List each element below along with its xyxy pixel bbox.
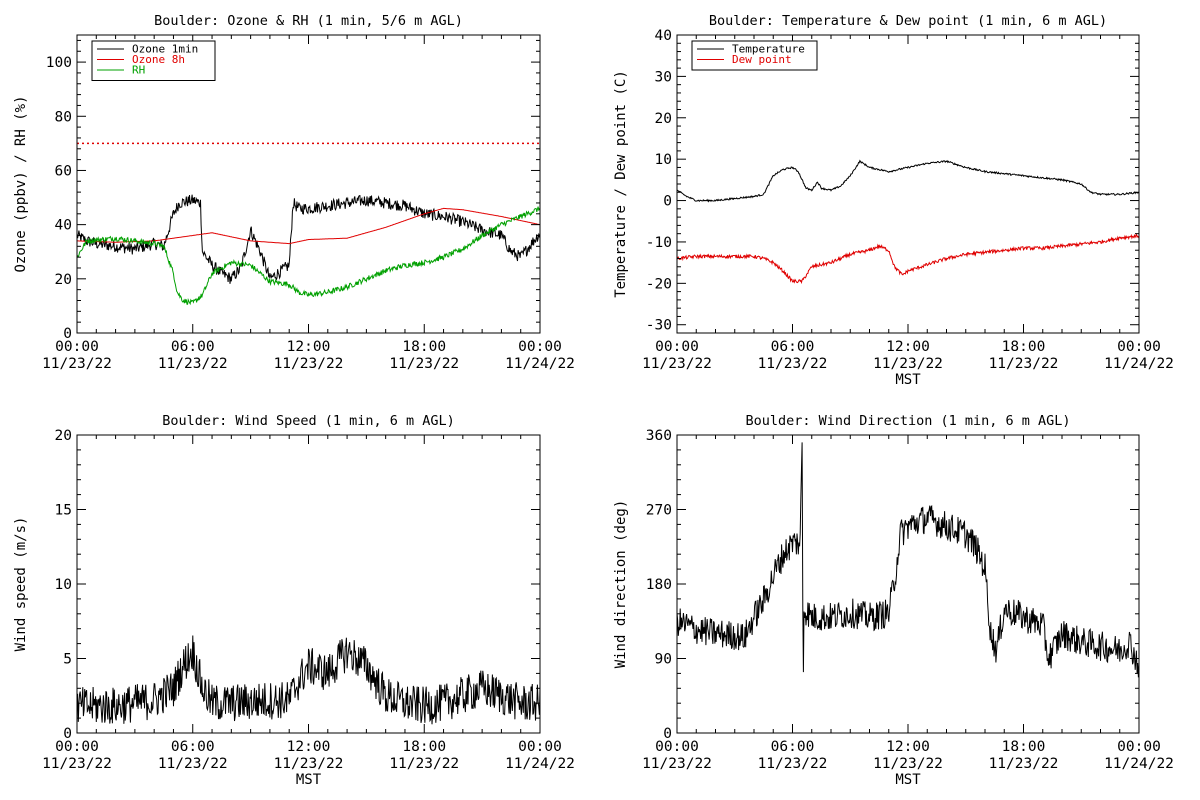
x-tick-label: 18:00	[402, 739, 446, 755]
chart-panel-1: 02040608010000:0011/23/2206:0011/23/2212…	[13, 13, 575, 372]
series-line-1	[676, 442, 1140, 678]
y-tick-label: 10	[655, 152, 672, 168]
x-tick-label: 11/24/22	[1104, 356, 1174, 372]
y-tick-label: 100	[46, 55, 72, 71]
x-tick-label: 11/23/22	[389, 356, 459, 372]
x-tick-label: 00:00	[1117, 739, 1161, 755]
x-axis-label: MST	[895, 372, 921, 388]
x-tick-label: 06:00	[771, 739, 815, 755]
x-tick-label: 18:00	[402, 339, 446, 355]
x-tick-label: 11/24/22	[1104, 756, 1174, 772]
legend-box	[91, 40, 216, 81]
series-line-1	[676, 159, 1140, 203]
x-tick-label: 11/23/22	[158, 756, 228, 772]
x-tick-label: 00:00	[55, 739, 99, 755]
x-tick-label: 11/23/22	[758, 356, 828, 372]
x-tick-label: 06:00	[771, 339, 815, 355]
x-tick-label: 11/23/22	[989, 356, 1059, 372]
y-tick-label: 0	[663, 726, 672, 742]
legend-entry: Ozone 8h	[132, 53, 185, 66]
x-tick-label: 11/23/22	[274, 756, 344, 772]
x-tick-label: 11/23/22	[758, 756, 828, 772]
y-tick-label: -20	[646, 276, 672, 292]
y-tick-label: 30	[655, 69, 672, 85]
chart-panel-4: 09018027036000:0011/23/2206:0011/23/2212…	[613, 413, 1174, 788]
x-tick-label: 18:00	[1002, 339, 1046, 355]
y-tick-label: 270	[646, 503, 672, 519]
series-line-1	[76, 635, 541, 725]
x-tick-label: 12:00	[287, 739, 331, 755]
chart-panel-2: -30-20-1001020304000:0011/23/2206:0011/2…	[613, 13, 1174, 388]
x-tick-label: 11/24/22	[505, 356, 575, 372]
plot-frame	[676, 34, 1140, 334]
x-tick-label: 06:00	[171, 339, 215, 355]
chart-title: Boulder: Ozone & RH (1 min, 5/6 m AGL)	[154, 13, 463, 29]
x-tick-label: 12:00	[287, 339, 331, 355]
x-axis-label: MST	[895, 772, 921, 788]
series-line-3	[76, 206, 541, 306]
chart-title: Boulder: Wind Direction (1 min, 6 m AGL)	[745, 413, 1070, 429]
x-tick-label: 00:00	[518, 739, 562, 755]
y-tick-label: 80	[55, 109, 72, 125]
x-tick-label: 11/23/22	[989, 756, 1059, 772]
chart-panel-3: 0510152000:0011/23/2206:0011/23/2212:001…	[13, 413, 575, 788]
y-tick-label: 20	[55, 272, 72, 288]
plot-frame	[676, 434, 1140, 734]
legend-entry: Temperature	[732, 43, 805, 56]
x-tick-label: 18:00	[1002, 739, 1046, 755]
y-tick-label: -30	[646, 318, 672, 334]
plot-frame	[76, 434, 541, 734]
y-axis-label: Wind speed (m/s)	[13, 517, 29, 652]
x-tick-label: 11/23/22	[274, 356, 344, 372]
y-tick-label: 20	[655, 111, 672, 127]
x-tick-label: 11/23/22	[873, 356, 943, 372]
chart-title: Boulder: Temperature & Dew point (1 min,…	[709, 13, 1107, 29]
y-tick-label: 20	[55, 428, 72, 444]
legend-entry: Dew point	[732, 53, 792, 66]
y-tick-label: 0	[63, 326, 72, 342]
x-tick-label: 11/23/22	[158, 356, 228, 372]
x-tick-label: 11/23/22	[642, 756, 712, 772]
x-tick-label: 11/23/22	[873, 756, 943, 772]
chart-title: Boulder: Wind Speed (1 min, 6 m AGL)	[162, 413, 455, 429]
x-tick-label: 11/24/22	[505, 756, 575, 772]
y-tick-label: 40	[655, 28, 672, 44]
y-tick-label: 0	[63, 726, 72, 742]
x-tick-label: 11/23/22	[389, 756, 459, 772]
y-tick-label: 0	[663, 194, 672, 210]
y-tick-label: 5	[63, 652, 72, 668]
x-tick-label: 00:00	[518, 339, 562, 355]
y-tick-label: 40	[55, 218, 72, 234]
y-tick-label: 10	[55, 577, 72, 593]
y-tick-label: -10	[646, 235, 672, 251]
x-tick-label: 00:00	[655, 339, 699, 355]
legend-box	[691, 40, 818, 71]
x-tick-label: 00:00	[655, 739, 699, 755]
series-line-2	[77, 207, 541, 245]
x-tick-label: 11/23/22	[642, 356, 712, 372]
y-tick-label: 90	[655, 652, 672, 668]
x-tick-label: 12:00	[886, 739, 930, 755]
y-axis-label: Wind direction (deg)	[613, 500, 629, 669]
y-tick-label: 180	[646, 577, 672, 593]
x-tick-label: 00:00	[1117, 339, 1161, 355]
y-axis-label: Temperature / Dew point (C)	[613, 70, 629, 298]
y-tick-label: 60	[55, 163, 72, 179]
x-tick-label: 06:00	[171, 739, 215, 755]
x-tick-label: 11/23/22	[42, 756, 112, 772]
legend-entry: RH	[132, 64, 145, 77]
series-line-2	[676, 232, 1140, 285]
y-tick-label: 15	[55, 503, 72, 519]
x-tick-label: 00:00	[55, 339, 99, 355]
legend-entry: Ozone 1min	[132, 43, 198, 56]
x-tick-label: 11/23/22	[42, 356, 112, 372]
y-axis-label: Ozone (ppbv) / RH (%)	[13, 95, 29, 272]
x-axis-label: MST	[296, 772, 322, 788]
x-tick-label: 12:00	[886, 339, 930, 355]
y-tick-label: 360	[646, 428, 672, 444]
